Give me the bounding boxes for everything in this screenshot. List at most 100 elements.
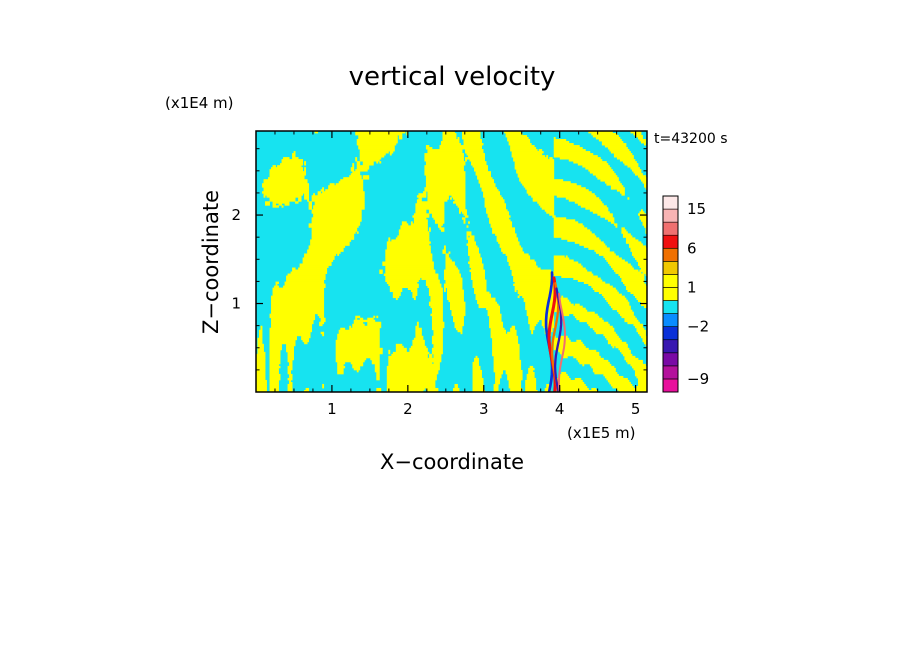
field-cell-positive: [359, 155, 385, 158]
field-cell-positive: [337, 335, 380, 339]
field-cell-positive: [607, 339, 622, 343]
field-cell-positive: [269, 359, 281, 363]
field-cell-positive: [465, 149, 484, 152]
field-cell-positive: [466, 235, 469, 238]
field-cell-positive: [422, 191, 427, 194]
field-cell-positive: [260, 325, 263, 329]
field-cell-positive: [493, 387, 499, 391]
field-cell-positive: [311, 209, 362, 212]
field-cell-positive: [492, 353, 520, 357]
field-cell-positive: [256, 387, 267, 391]
field-cell-positive: [450, 301, 466, 305]
field-cell-positive: [356, 231, 359, 234]
field-cell-positive: [592, 287, 616, 291]
field-cell-positive: [376, 161, 379, 164]
field-cell-positive: [287, 353, 294, 357]
field-cell-positive: [445, 257, 451, 260]
field-cell-positive: [443, 245, 446, 248]
field-cell-positive: [287, 357, 294, 361]
field-cell-positive: [286, 345, 294, 349]
field-cell-positive: [356, 369, 359, 373]
field-cell-positive: [474, 167, 488, 170]
field-cell-positive: [379, 271, 383, 274]
field-cell-positive: [538, 203, 555, 206]
field-cell-positive: [558, 375, 570, 379]
field-cell-positive: [443, 277, 463, 280]
field-cell-positive: [350, 361, 364, 365]
field-cell-positive: [462, 133, 481, 136]
field-cell-positive: [492, 229, 516, 232]
field-cell-positive: [356, 139, 398, 142]
field-cell-positive: [625, 237, 636, 240]
field-cell-positive: [618, 347, 630, 351]
field-cell-positive: [634, 373, 647, 377]
field-cell-positive: [299, 265, 329, 268]
field-cell-positive: [544, 387, 552, 391]
field-cell-positive: [639, 177, 647, 180]
field-cell-positive: [287, 351, 294, 355]
field-cell-positive: [322, 385, 325, 389]
field-cell-positive: [356, 167, 370, 170]
field-cell-positive: [553, 137, 556, 140]
field-cell-positive: [437, 225, 442, 228]
field-cell-positive: [492, 349, 520, 353]
field-cell-positive: [269, 351, 281, 355]
field-cell-positive: [531, 329, 534, 333]
field-cell-positive: [425, 163, 466, 166]
field-cell-positive: [446, 291, 464, 295]
field-cell-positive: [386, 383, 436, 387]
field-cell-positive: [389, 151, 394, 154]
field-cell-positive: [311, 195, 365, 198]
field-cell-positive: [588, 247, 610, 250]
field-cell-positive: [269, 367, 279, 371]
field-cell-positive: [624, 357, 639, 361]
field-cell-positive: [607, 147, 628, 150]
field-cell-positive: [256, 357, 266, 361]
field-cell-positive: [561, 313, 570, 317]
field-cell-positive: [428, 229, 431, 232]
field-cell-positive: [310, 239, 352, 242]
field-cell-positive: [462, 135, 481, 138]
field-cell-positive: [283, 157, 290, 160]
field-cell-positive: [433, 333, 443, 337]
field-cell-positive: [431, 347, 443, 351]
field-cell-positive: [618, 311, 634, 315]
field-cell-positive: [490, 333, 517, 337]
field-cell-positive: [304, 195, 310, 198]
field-cell-positive: [561, 237, 600, 240]
field-cell-positive: [256, 359, 266, 363]
field-cell-positive: [520, 181, 571, 184]
field-cell-positive: [472, 385, 484, 389]
field-cell-positive: [442, 137, 457, 140]
field-cell-positive: [448, 299, 464, 303]
field-cell-positive: [472, 363, 479, 367]
field-cell-positive: [379, 161, 382, 164]
field-cell-positive: [528, 367, 535, 371]
field-cell-positive: [493, 365, 522, 369]
field-cell-positive: [633, 133, 642, 136]
field-cell-positive: [257, 349, 264, 353]
field-cell-positive: [320, 189, 325, 192]
field-cell-positive: [427, 195, 449, 198]
field-cell-positive: [352, 165, 355, 168]
field-cell-positive: [469, 159, 485, 162]
field-cell-positive: [386, 367, 440, 371]
field-cell-positive: [343, 177, 362, 180]
field-cell-positive: [568, 199, 601, 202]
field-cell-positive: [374, 363, 380, 367]
field-cell-positive: [561, 295, 564, 299]
field-cell-positive: [385, 249, 431, 252]
field-cell-positive: [304, 169, 307, 172]
field-cell-positive: [508, 379, 522, 383]
field-cell-positive: [305, 387, 310, 391]
field-cell-positive: [616, 189, 625, 192]
field-cell-positive: [471, 163, 487, 166]
field-cell-positive: [337, 369, 344, 373]
field-cell-positive: [607, 379, 630, 383]
field-cell-positive: [349, 175, 362, 178]
field-cell-positive: [292, 157, 299, 160]
y-tick-label: 1: [231, 295, 241, 313]
field-cell-positive: [421, 277, 439, 280]
field-cell-positive: [639, 269, 647, 272]
field-cell-positive: [508, 261, 537, 264]
